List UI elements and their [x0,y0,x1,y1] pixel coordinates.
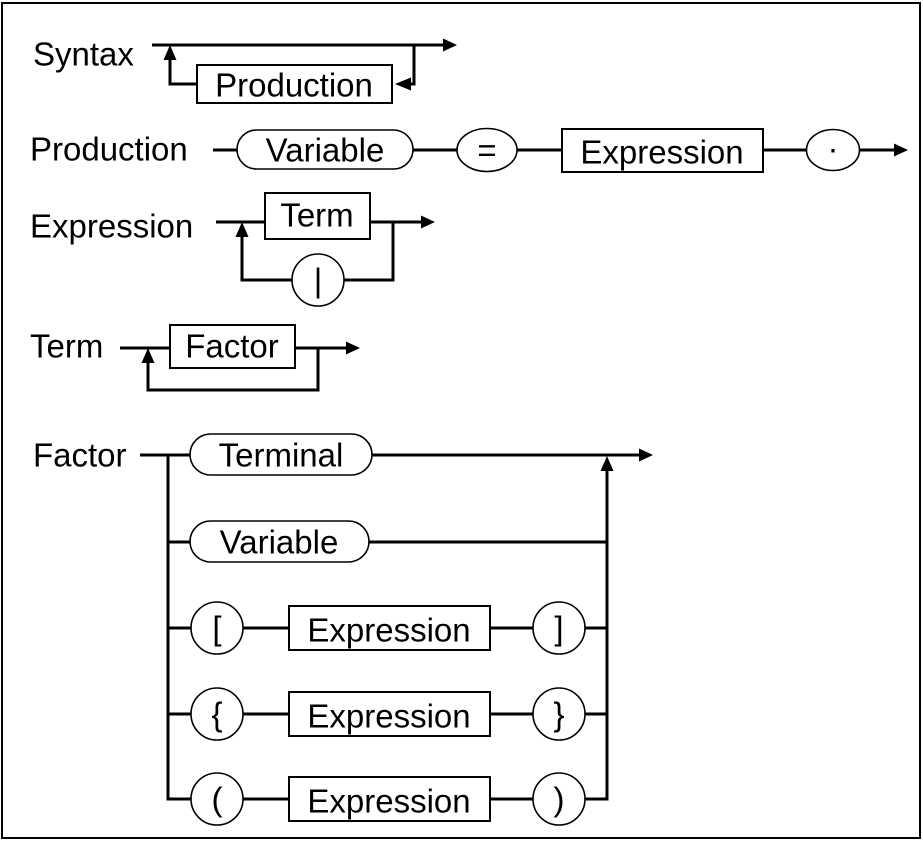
node-label: } [553,696,564,733]
node-label: [ [212,610,221,647]
rule-row-factor: Factor Terminal Variable [ Expression ] … [33,433,653,826]
close-paren-node-circle [532,772,586,826]
connector-line [240,234,292,282]
rule-label: Expression [30,208,193,245]
arrow-right-icon [443,38,457,52]
node-label: Expression [307,612,470,649]
rule-label: Production [30,131,188,168]
arrow-right-icon [421,215,435,229]
rule-row-syntax: Syntax Production [33,36,457,104]
variable-node-stadium [189,520,370,563]
node-label: Expression [307,698,470,735]
close-bracket-node-circle [532,601,586,655]
period-node-circle [805,128,861,172]
node-label: ) [554,781,565,818]
connector-line [344,222,395,282]
rule-label: Factor [33,437,127,474]
node-label: = [477,132,496,169]
node-label: Variable [266,132,385,169]
node-label: Factor [185,328,279,365]
node-label: ( [212,781,223,818]
arrow-up-icon [600,456,614,471]
node-label: | [314,262,323,299]
rule-row-expression: Expression Term | [30,192,435,307]
node-label: Terminal [219,437,344,474]
open-paren-node-circle [190,772,244,826]
expression-node-box [288,605,491,651]
branch-rail-right [585,468,609,801]
arrow-up-icon [141,348,155,363]
factor-node-box [169,324,296,369]
arrow-up-icon [163,45,177,60]
expression-node-box [288,691,491,737]
node-label: . [828,123,837,160]
arrow-right-icon [894,143,908,157]
rule-row-production: Production Variable = Expression . [30,123,908,173]
connector-line [146,348,320,392]
term-node-box [264,192,371,240]
node-label: Variable [220,524,339,561]
arrow-up-icon [235,222,249,237]
node-label: Expression [307,783,470,820]
connector-line [399,45,416,86]
arrow-right-icon [639,448,653,462]
close-brace-node-circle [532,687,586,741]
expression-node-box [288,776,491,822]
arrow-left-icon [395,77,411,91]
production-node-box [196,64,393,104]
open-bracket-node-circle [190,601,244,655]
node-label: Production [215,67,373,104]
node-label: Term [280,197,353,234]
variable-node-stadium [236,129,414,170]
connector-line [168,58,197,86]
node-label: { [211,696,222,733]
rule-row-term: Term Factor [30,324,360,392]
node-label: Expression [580,134,743,171]
bar-node-circle [291,253,345,307]
rule-label: Syntax [33,36,134,73]
open-brace-node-circle [190,687,244,741]
terminal-node-stadium [189,433,373,476]
arrow-right-icon [346,341,360,355]
expression-node-box [561,128,764,173]
branch-rail-left [166,455,191,801]
rule-label: Term [30,328,103,365]
node-label: ] [554,610,563,647]
equals-node-circle [456,127,518,173]
